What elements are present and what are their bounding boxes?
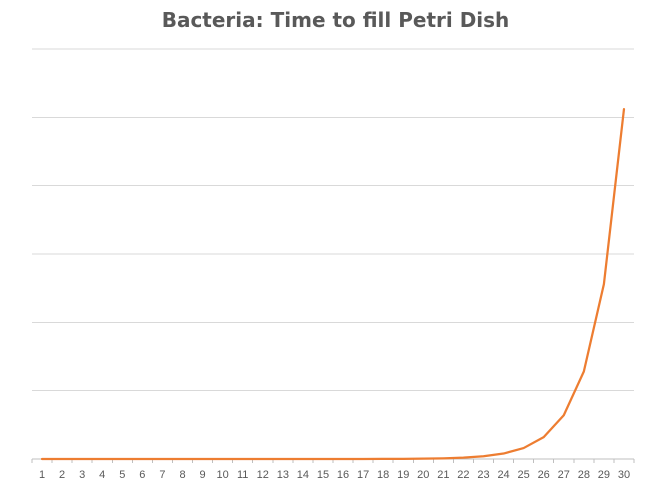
x-tick-label: 24 bbox=[497, 469, 509, 481]
x-tick-label: 9 bbox=[200, 469, 206, 481]
x-tick-label: 6 bbox=[139, 469, 145, 481]
x-tick-label: 17 bbox=[357, 469, 369, 481]
x-tick-labels: 1 2 3 4 5 6 7 8 9 10 11 12 13 14 15 16 17 18 19 20 21 22 23 24 2… bbox=[39, 469, 630, 481]
x-tick-label: 2 bbox=[59, 469, 65, 481]
x-tick-label: 19 bbox=[397, 469, 409, 481]
x-tick-label: 20 bbox=[417, 469, 429, 481]
x-tick-label: 11 bbox=[237, 469, 248, 481]
x-tick-label: 22 bbox=[457, 469, 469, 481]
chart-title: Bacteria: Time to fill Petri Dish bbox=[161, 8, 510, 32]
series-layer bbox=[40, 108, 626, 461]
x-tick-label: 4 bbox=[99, 469, 105, 481]
x-tick-label: 29 bbox=[598, 469, 610, 481]
x-tick-label: 12 bbox=[257, 469, 269, 481]
x-tick-label: 5 bbox=[119, 469, 125, 481]
x-tick-label: 15 bbox=[317, 469, 329, 481]
x-tick-label: 23 bbox=[477, 469, 489, 481]
x-tick-label: 30 bbox=[618, 469, 630, 481]
x-tick-label: 21 bbox=[437, 469, 449, 481]
x-tick-label: 8 bbox=[179, 469, 185, 481]
gridlines bbox=[32, 48, 634, 460]
x-tick-label: 10 bbox=[217, 469, 229, 481]
x-tick-label: 16 bbox=[337, 469, 349, 481]
x-tick-label: 13 bbox=[277, 469, 289, 481]
x-tick-label: 14 bbox=[297, 469, 309, 481]
x-tick-label: 28 bbox=[578, 469, 590, 481]
x-tick-label: 7 bbox=[159, 469, 165, 481]
x-tick-label: 18 bbox=[377, 469, 389, 481]
series-line bbox=[40, 108, 626, 461]
x-tick-label: 25 bbox=[518, 469, 530, 481]
x-tick-label: 27 bbox=[558, 469, 570, 481]
x-tick-label: 1 bbox=[39, 469, 45, 481]
x-tick-label: 26 bbox=[538, 469, 550, 481]
x-tick-label: 3 bbox=[79, 469, 85, 481]
